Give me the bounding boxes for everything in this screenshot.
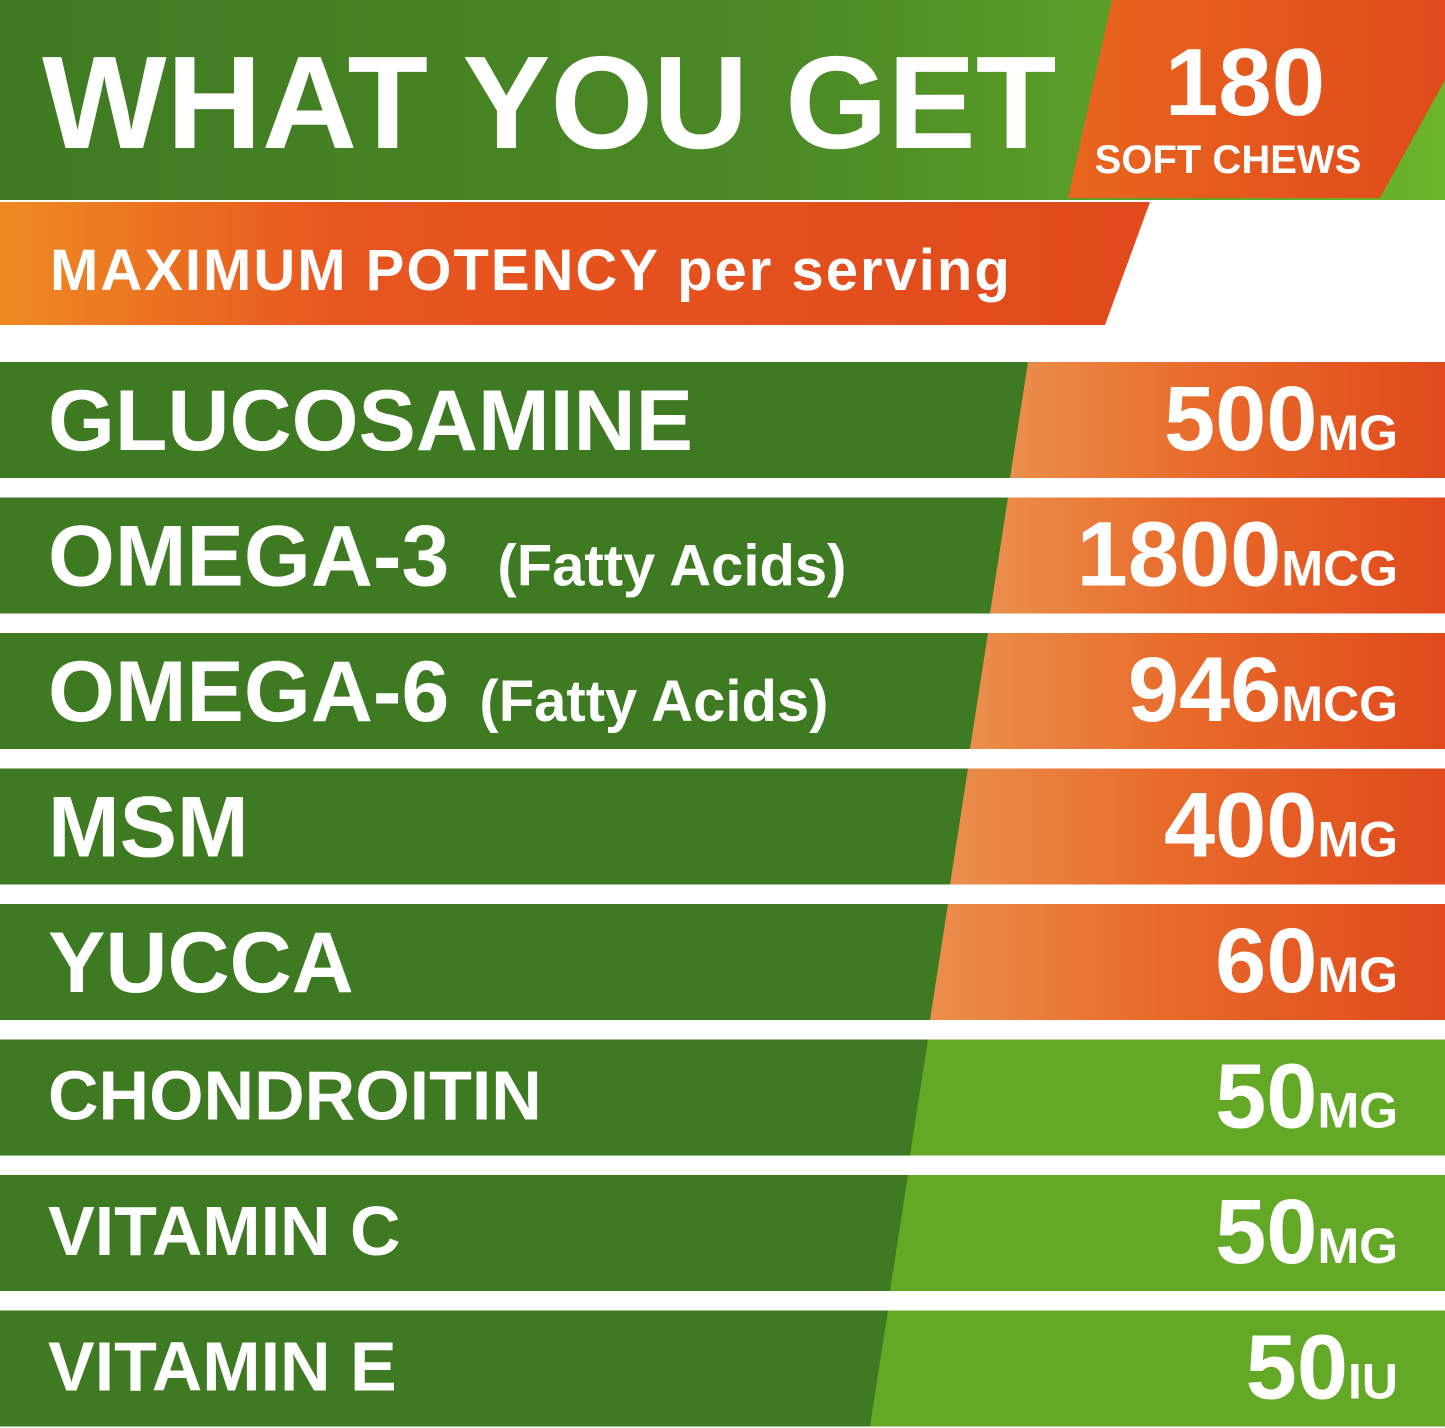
amount-value: 400 bbox=[1164, 775, 1318, 877]
amount: 50IU bbox=[1246, 1317, 1398, 1419]
amount-unit: MG bbox=[1317, 947, 1398, 1003]
subtitle-strong: MAXIMUM POTENCY bbox=[50, 238, 659, 303]
amount: 400MG bbox=[1164, 775, 1398, 877]
amount: 60MG bbox=[1215, 910, 1398, 1012]
ingredient: OMEGA-3 (Fatty Acids) bbox=[48, 509, 846, 605]
ingredient: VITAMIN E bbox=[48, 1328, 397, 1406]
subtitle-rest: per serving bbox=[677, 238, 1012, 303]
amount-unit: MCG bbox=[1281, 676, 1398, 732]
badge bbox=[1068, 0, 1445, 198]
row: YUCCA 60MG bbox=[0, 904, 1445, 1020]
amount-bg bbox=[890, 1175, 1445, 1291]
amount-value: 50 bbox=[1215, 1046, 1317, 1148]
ingredient: CHONDROITIN bbox=[48, 1057, 542, 1135]
badge-count: 180 bbox=[1165, 29, 1325, 136]
amount-bg bbox=[950, 768, 1445, 885]
ingredient-note: (Fatty Acids) bbox=[497, 534, 846, 599]
ingredient-name: YUCCA bbox=[48, 915, 354, 1011]
ingredient-name: MSM bbox=[48, 780, 249, 876]
amount-bg bbox=[990, 497, 1445, 614]
row: MSM 400MG bbox=[0, 768, 1445, 885]
ingredient-note: (Fatty Acids) bbox=[479, 669, 828, 734]
amount-bg bbox=[910, 1039, 1445, 1156]
ingredient: MSM bbox=[48, 780, 249, 876]
ingredient: OMEGA-6 (Fatty Acids) bbox=[48, 644, 828, 740]
ingredient-name: CHONDROITIN bbox=[48, 1057, 542, 1135]
ingredient-name: GLUCOSAMINE bbox=[48, 373, 693, 469]
amount-value: 60 bbox=[1215, 910, 1317, 1012]
amount-bg bbox=[930, 904, 1445, 1020]
amount-bg bbox=[970, 633, 1445, 749]
amount-value: 500 bbox=[1164, 368, 1318, 470]
amount-value: 50 bbox=[1246, 1317, 1348, 1419]
subtitle: MAXIMUM POTENCY per serving bbox=[50, 238, 1012, 303]
amount-unit: MG bbox=[1317, 812, 1398, 868]
amount-unit: MG bbox=[1317, 405, 1398, 461]
amount: 1800MCG bbox=[1077, 504, 1398, 606]
amount: 50MG bbox=[1215, 1181, 1398, 1283]
title: WHAT YOU GET bbox=[42, 29, 1056, 176]
amount-value: 946 bbox=[1128, 639, 1282, 741]
ingredient: YUCCA bbox=[48, 915, 354, 1011]
amount: 946MCG bbox=[1128, 639, 1398, 741]
subtitle-band bbox=[0, 202, 1150, 325]
ingredient: GLUCOSAMINE bbox=[48, 373, 693, 469]
amount-unit: MG bbox=[1317, 1083, 1398, 1139]
row: OMEGA-6 (Fatty Acids) 946MCG bbox=[0, 633, 1445, 749]
row: GLUCOSAMINE 500MG bbox=[0, 362, 1445, 478]
amount-unit: MG bbox=[1317, 1218, 1398, 1274]
amount-bg bbox=[1010, 362, 1445, 478]
ingredient-name: VITAMIN C bbox=[48, 1192, 401, 1270]
badge-label: SOFT CHEWS bbox=[1095, 138, 1362, 182]
ingredient: VITAMIN C bbox=[48, 1192, 401, 1270]
ingredient-name: OMEGA-6 bbox=[48, 644, 449, 740]
row: CHONDROITIN 50MG bbox=[0, 1039, 1445, 1156]
amount: 50MG bbox=[1215, 1046, 1398, 1148]
amount-value: 50 bbox=[1215, 1181, 1317, 1283]
row: OMEGA-3 (Fatty Acids) 1800MCG bbox=[0, 497, 1445, 614]
ingredient-name: OMEGA-3 bbox=[48, 509, 449, 605]
amount: 500MG bbox=[1164, 368, 1398, 470]
amount-unit: IU bbox=[1348, 1354, 1398, 1410]
row: VITAMIN E 50IU bbox=[0, 1310, 1445, 1427]
amount-value: 1800 bbox=[1077, 504, 1282, 606]
row: VITAMIN C 50MG bbox=[0, 1175, 1445, 1291]
amount-bg bbox=[870, 1310, 1445, 1427]
ingredient-name: VITAMIN E bbox=[48, 1328, 397, 1406]
amount-unit: MCG bbox=[1281, 541, 1398, 597]
